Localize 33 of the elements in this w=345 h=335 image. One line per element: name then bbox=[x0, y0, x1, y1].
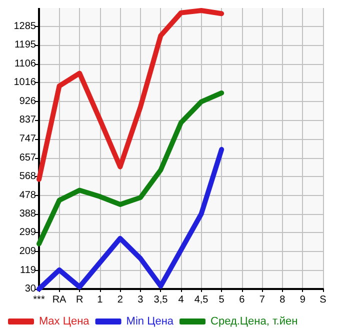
y-tick-label: 119 bbox=[20, 264, 36, 276]
x-tick-label: 4,5 bbox=[194, 294, 209, 306]
x-tick-label: 7 bbox=[259, 294, 266, 306]
y-tick-label: 388 bbox=[19, 208, 36, 220]
y-tick-label: 657 bbox=[19, 152, 36, 164]
legend-label: Max Цена bbox=[39, 316, 90, 328]
x-tick-label: 9 bbox=[300, 294, 306, 306]
y-tick-label: 837 bbox=[19, 114, 36, 126]
y-tick-label: 299 bbox=[19, 227, 36, 238]
y-tick-label: 568 bbox=[19, 170, 36, 182]
y-tick-label: 30 bbox=[24, 284, 36, 294]
y-tick-label: 1195 bbox=[14, 40, 36, 51]
x-tick-label: R bbox=[76, 294, 84, 306]
y-tick-label: 747 bbox=[19, 133, 36, 144]
y-tick-label: 926 bbox=[19, 96, 36, 108]
y-tick-label: 209 bbox=[19, 246, 36, 258]
x-tick-label: 5 bbox=[218, 294, 225, 306]
x-tick-label: 3,5 bbox=[154, 294, 168, 306]
x-tick-label: 4 bbox=[178, 294, 184, 306]
x-tick-label: 2 bbox=[117, 294, 124, 306]
legend-label: Min Цена bbox=[126, 316, 174, 328]
x-tick-label: RA bbox=[52, 294, 67, 306]
legend-label: Сред.Цена, т.йен bbox=[210, 316, 298, 328]
y-tick-label: 478 bbox=[19, 190, 36, 201]
x-tick-label: 8 bbox=[280, 294, 286, 306]
y-tick-label: 1016 bbox=[14, 77, 36, 88]
y-tick-label: 1285 bbox=[14, 20, 36, 32]
x-tick-label: 6 bbox=[239, 294, 246, 306]
x-tick-label: *** bbox=[33, 294, 45, 306]
x-tick-label: 1 bbox=[97, 294, 104, 306]
y-tick-label: 1106 bbox=[14, 58, 36, 70]
x-tick-label: S bbox=[320, 294, 327, 306]
x-tick-label: 3 bbox=[138, 294, 144, 306]
